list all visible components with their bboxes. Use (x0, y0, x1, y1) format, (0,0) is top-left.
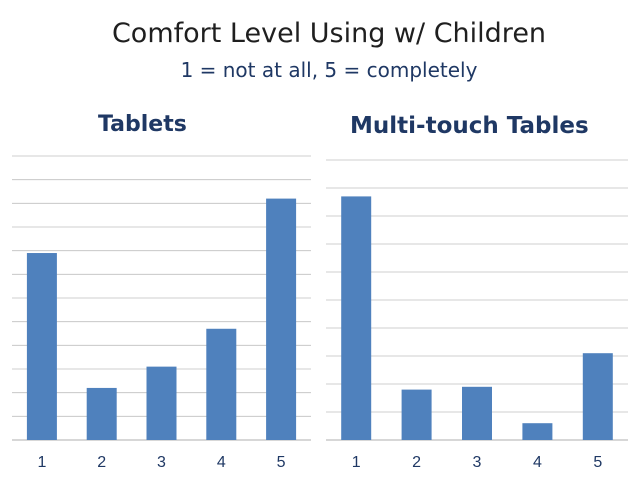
tablets-bar-5 (266, 198, 297, 440)
tablets-bar-2 (86, 387, 117, 440)
multitouch-tick-label-4: 4 (533, 454, 542, 471)
multitouch-tick-label-1: 1 (352, 454, 361, 471)
multitouch-bar-1 (341, 196, 372, 440)
chart-title-tablets: Tablets (98, 112, 187, 137)
multitouch-bar-2 (401, 389, 432, 440)
multitouch-bar-4 (522, 423, 553, 440)
tablets-tick-label-2: 2 (97, 454, 106, 471)
multitouch-bar-3 (462, 386, 492, 440)
multitouch-tables-bar-chart: 1 2 3 4 5 (326, 159, 628, 471)
tablets-bar-4 (206, 328, 237, 440)
tablets-tick-label-1: 1 (37, 454, 46, 471)
chart-title-multitouch-tables: Multi-touch Tables (350, 113, 589, 139)
multitouch-bar-5 (582, 353, 613, 440)
tablets-tick-label-4: 4 (217, 454, 226, 471)
multitouch-tick-label-2: 2 (412, 454, 421, 471)
tablets-tick-label-3: 3 (157, 454, 166, 471)
tablets-bar-1 (26, 253, 57, 440)
multitouch-tick-label-5: 5 (593, 454, 602, 471)
page-subtitle: 1 = not at all, 5 = completely (180, 58, 478, 82)
tablets-bar-chart: 1 2 3 4 5 (12, 155, 311, 471)
tablets-tick-label-5: 5 (277, 454, 286, 471)
page-title: Comfort Level Using w/ Children (111, 18, 547, 49)
tablets-bar-3 (146, 366, 177, 440)
multitouch-tick-label-3: 3 (473, 454, 482, 471)
